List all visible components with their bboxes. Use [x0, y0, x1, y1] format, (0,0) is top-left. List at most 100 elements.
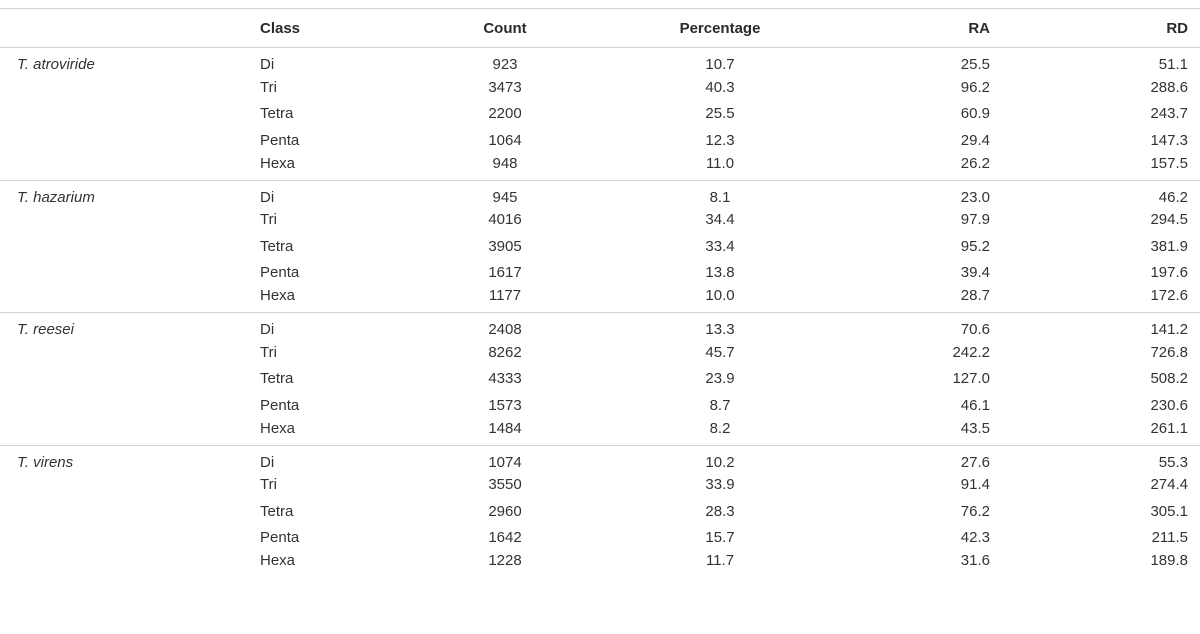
- cell-rd: 172.6: [1150, 287, 1188, 304]
- table-row: Penta 1573 8.7 46.1 230.6: [0, 392, 1200, 419]
- cell-count: 1573: [488, 396, 522, 414]
- table-row: T. virens Di 1074 10.2 27.6 55.3: [0, 445, 1200, 472]
- cell-count: 3905: [488, 237, 522, 255]
- table-row: Hexa 1177 10.0 28.7 172.6: [0, 286, 1200, 313]
- cell-rd: 243.7: [1150, 105, 1188, 123]
- ssr-class-table: Class Count Percentage RA RD T. atroviri…: [0, 8, 1200, 578]
- cell-ra: 25.5: [960, 56, 990, 73]
- table-row: Tetra 4333 23.9 127.0 508.2: [0, 366, 1200, 393]
- cell-percentage: 45.7: [705, 343, 735, 361]
- cell-rd: 381.9: [1150, 237, 1188, 255]
- cell-rd: 305.1: [1150, 502, 1188, 520]
- header-ra: RA: [968, 19, 990, 37]
- cell-class: Penta: [260, 529, 300, 547]
- cell-ra: 76.2: [960, 502, 990, 520]
- cell-class: Di: [260, 56, 275, 73]
- table-row: Tetra 2200 25.5 60.9 243.7: [0, 101, 1200, 128]
- cell-count: 948: [492, 154, 518, 172]
- table-row: Penta 1617 13.8 39.4 197.6: [0, 260, 1200, 287]
- cell-ra: 28.7: [960, 287, 990, 304]
- cell-ra: 127.0: [952, 370, 990, 388]
- cell-ra: 27.6: [960, 453, 990, 471]
- species-cell-empty: [0, 472, 260, 499]
- cell-class: Tetra: [260, 370, 294, 388]
- cell-ra: 26.2: [960, 154, 990, 172]
- cell-rd: 141.2: [1150, 321, 1188, 338]
- cell-ra: 46.1: [960, 396, 990, 414]
- table-row: T. hazarium Di 945 8.1 23.0 46.2: [0, 180, 1200, 207]
- cell-count: 923: [492, 56, 518, 73]
- cell-class: Tetra: [260, 237, 294, 255]
- table-row: Penta 1064 12.3 29.4 147.3: [0, 127, 1200, 154]
- cell-class: Di: [260, 321, 275, 338]
- cell-rd: 51.1: [1158, 56, 1188, 73]
- cell-class: Hexa: [260, 552, 296, 570]
- header-percentage: Percentage: [679, 19, 761, 37]
- cell-ra: 43.5: [960, 419, 990, 437]
- species-cell-empty: [0, 419, 260, 446]
- cell-count: 4333: [488, 370, 522, 388]
- species-cell-empty: [0, 127, 260, 154]
- cell-percentage: 33.9: [705, 476, 735, 494]
- species-name: T. reesei: [17, 321, 74, 338]
- cell-ra: 70.6: [960, 321, 990, 338]
- header-class: Class: [260, 19, 301, 37]
- table-row: T. atroviride Di 923 10.7 25.5 51.1: [0, 48, 1200, 75]
- cell-rd: 726.8: [1150, 343, 1188, 361]
- cell-count: 8262: [488, 343, 522, 361]
- cell-percentage: 25.5: [705, 105, 735, 123]
- cell-percentage: 40.3: [705, 78, 735, 96]
- cell-percentage: 11.7: [705, 552, 735, 570]
- cell-percentage: 10.0: [705, 287, 735, 304]
- cell-class: Penta: [260, 131, 300, 149]
- header-row: Class Count Percentage RA RD: [0, 8, 1200, 48]
- cell-percentage: 8.1: [709, 188, 731, 206]
- cell-class: Di: [260, 188, 275, 206]
- cell-rd: 189.8: [1150, 552, 1188, 570]
- cell-rd: 55.3: [1158, 453, 1188, 471]
- cell-ra: 60.9: [960, 105, 990, 123]
- cell-ra: 31.6: [960, 552, 990, 570]
- cell-class: Hexa: [260, 419, 296, 437]
- table-row: Tri 3550 33.9 91.4 274.4: [0, 472, 1200, 499]
- table-row: Hexa 1484 8.2 43.5 261.1: [0, 419, 1200, 446]
- cell-rd: 157.5: [1150, 154, 1188, 172]
- cell-ra: 23.0: [960, 188, 990, 206]
- header-rd: RD: [1166, 19, 1188, 37]
- cell-count: 3473: [488, 78, 522, 96]
- cell-percentage: 23.9: [705, 370, 735, 388]
- species-cell-empty: [0, 207, 260, 234]
- cell-class: Penta: [260, 396, 300, 414]
- cell-count: 3550: [488, 476, 522, 494]
- cell-rd: 46.2: [1158, 188, 1188, 206]
- species-cell-empty: [0, 392, 260, 419]
- cell-percentage: 8.7: [709, 396, 731, 414]
- cell-count: 2408: [488, 321, 522, 338]
- cell-percentage: 10.7: [705, 56, 735, 73]
- species-cell-empty: [0, 366, 260, 393]
- species-cell-empty: [0, 551, 260, 578]
- table-row: T. reesei Di 2408 13.3 70.6 141.2: [0, 313, 1200, 340]
- cell-count: 945: [492, 188, 518, 206]
- table-row: Tetra 3905 33.4 95.2 381.9: [0, 233, 1200, 260]
- cell-rd: 211.5: [1151, 529, 1188, 547]
- table-row: Hexa 1228 11.7 31.6 189.8: [0, 551, 1200, 578]
- cell-class: Tri: [260, 211, 277, 229]
- table-row: Penta 1642 15.7 42.3 211.5: [0, 525, 1200, 552]
- cell-percentage: 13.3: [705, 321, 735, 338]
- cell-percentage: 11.0: [705, 154, 735, 172]
- cell-class: Tetra: [260, 502, 294, 520]
- header-species: [0, 9, 260, 48]
- species-cell-empty: [0, 260, 260, 287]
- cell-rd: 288.6: [1150, 78, 1188, 96]
- cell-class: Tri: [260, 476, 277, 494]
- cell-count: 1074: [488, 453, 522, 471]
- cell-count: 1064: [488, 131, 522, 149]
- cell-class: Tetra: [260, 105, 294, 123]
- cell-ra: 39.4: [960, 264, 990, 282]
- table-header: Class Count Percentage RA RD: [0, 8, 1200, 48]
- cell-count: 1177: [488, 287, 522, 304]
- cell-class: Tri: [260, 78, 277, 96]
- cell-count: 1228: [488, 552, 522, 570]
